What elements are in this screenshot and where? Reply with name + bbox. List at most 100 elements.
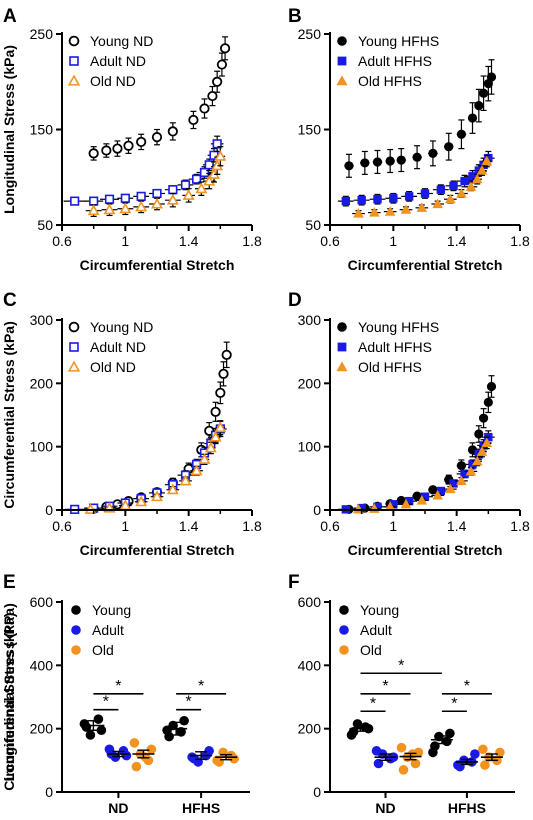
y-tick-label: 0 [313,502,321,518]
data-point [195,182,208,194]
y-tick-label: 300 [30,312,54,328]
data-point [404,192,414,201]
data-point [101,145,112,156]
legend-label: Old [92,642,114,658]
data-point [369,207,380,217]
data-point [182,189,195,200]
legend-marker [71,625,81,635]
x-tick-label: 1 [389,233,397,249]
data-point [474,101,484,111]
legend-marker [69,56,79,66]
data-point [146,744,157,755]
data-point [481,437,493,447]
data-point [445,483,456,494]
data-point [135,200,148,212]
data-point [93,714,104,724]
data-point [398,765,409,775]
data-point [190,464,203,476]
data-point [456,129,467,139]
data-point [219,43,231,54]
data-point [410,758,421,769]
data-point [400,498,412,509]
data-point [384,206,396,216]
legend-marker [71,605,81,615]
panel-A: 50 150 250 0.6 1 1.4 1.8 Young ND Adult ND Old ND [30,26,262,249]
data-point [85,730,96,740]
data-point [136,136,147,148]
y-tick-label: 250 [30,26,54,42]
data-point [129,738,140,748]
data-point [478,413,489,423]
x-axis-title: Circumferential Stretch [348,542,503,558]
legend-marker [337,322,347,332]
x-tick-label: 1.4 [447,233,467,249]
series-old-nd [85,146,227,218]
y-tick-label: 600 [30,594,54,610]
y-tick-label: 200 [30,721,54,737]
data-point [373,758,384,769]
series-adult [371,746,480,772]
y-tick-label: 100 [30,439,54,455]
data-point [460,176,469,186]
legend-label: Old ND [90,73,136,89]
data-point [474,429,484,439]
data-point [416,202,428,212]
data-point [385,156,395,166]
x-tick-label: 1 [121,233,129,249]
panel-letter: C [3,290,17,311]
data-point [372,157,383,167]
significance-label: * [398,657,404,674]
panel-E: * * * * 0 200 400 600 ND HFHS Young Adult Old [30,594,250,816]
legend-label: Adult ND [90,339,146,355]
data-point [212,139,222,149]
x-tick-label: 1 [121,518,129,534]
data-point [436,185,446,194]
legend-marker [339,625,349,635]
y-tick-label: 50 [305,217,321,233]
significance-label: * [198,678,204,695]
y-tick-label: 250 [298,26,322,42]
data-point [480,760,490,770]
legend-label: Old ND [90,359,136,375]
category-label: ND [108,800,128,816]
data-point [121,750,132,761]
data-point [428,747,438,758]
data-point [373,195,382,204]
data-point [151,490,163,502]
data-point [483,397,493,407]
data-point [131,761,142,772]
data-point [179,474,192,486]
data-point [467,113,478,123]
data-point [481,155,493,166]
y-tick-label: 600 [298,594,322,610]
series-old-hfhs [352,154,493,218]
y-tick-label: 200 [298,375,322,391]
significance-label: * [382,678,388,695]
data-point [400,204,412,214]
data-point [104,194,115,204]
data-point [396,155,406,165]
data-point [188,114,199,126]
x-tick-label: 1.8 [242,518,262,534]
legend-label: Adult ND [90,53,146,69]
data-point [212,76,223,87]
series-adult-nd [65,420,227,514]
y-tick-label: 400 [30,657,54,673]
data-point [119,202,132,214]
panel-D: 0 100 200 300 0.6 1 1.4 1.8 Young HFHS Adult HFHS… [298,312,530,534]
y-tick-label: 200 [30,375,54,391]
data-point [199,103,210,114]
data-point [104,744,115,755]
data-point [344,161,354,171]
series-old [396,742,505,775]
data-point [166,193,179,205]
data-point [432,198,443,209]
data-point [89,196,99,206]
legend-marker [68,35,80,47]
legend-label: Old HFHS [358,359,422,375]
data-point [198,453,211,464]
x-tick-label: 1.8 [510,233,530,249]
category-label: HFHS [448,800,486,816]
data-point [476,165,488,175]
data-point [88,148,99,159]
